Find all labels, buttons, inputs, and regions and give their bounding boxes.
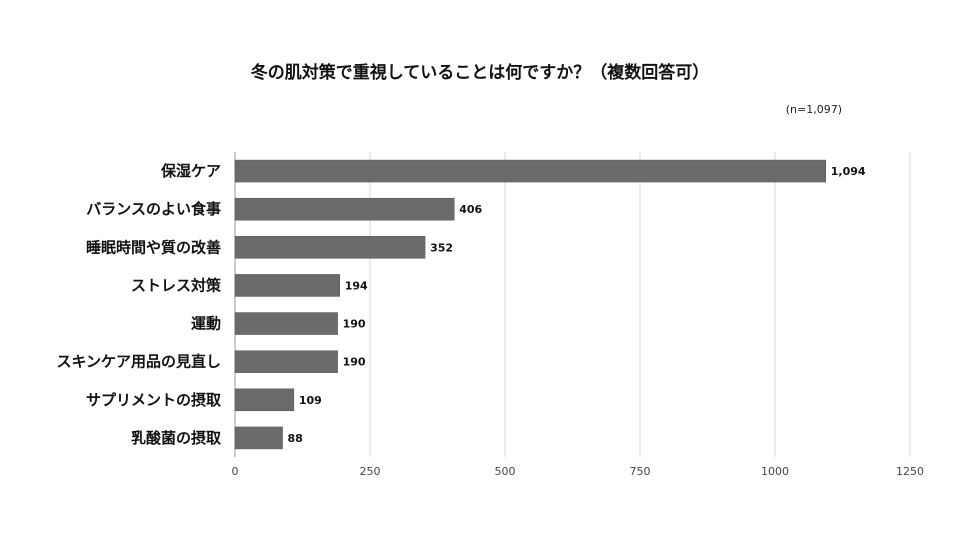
bar (234, 197, 455, 221)
data-label: 1,094 (831, 165, 866, 178)
x-tick-label: 0 (232, 465, 239, 478)
bar (234, 274, 341, 297)
data-label: 190 (343, 318, 366, 331)
x-tick-label: 250 (360, 465, 381, 478)
bar (234, 388, 295, 412)
x-tick-label: 750 (630, 465, 651, 478)
bar (234, 312, 338, 335)
data-label: 88 (288, 432, 303, 445)
data-label: 194 (345, 279, 368, 292)
bar (234, 159, 827, 183)
category-label: 保湿ケア (160, 162, 221, 180)
data-label: 109 (299, 394, 322, 407)
bar (234, 426, 283, 450)
category-label: 睡眠時間や質の改善 (86, 238, 221, 256)
data-label: 406 (459, 203, 482, 216)
chart-title: 冬の肌対策で重視していることは何ですか？（複数回答可） (250, 63, 710, 83)
category-label: スキンケア用品の見直し (56, 353, 221, 371)
category-label: バランスのよい食事 (86, 200, 221, 218)
x-tick-label: 1000 (761, 465, 789, 478)
x-tick-label: 500 (495, 465, 516, 478)
bar (234, 236, 426, 259)
category-label: 運動 (191, 315, 221, 333)
data-label: 352 (430, 241, 453, 254)
category-label: 乳酸菌の摂取 (131, 429, 222, 447)
category-label: サプリメントの摂取 (86, 391, 222, 409)
data-label: 190 (343, 356, 366, 369)
bar (234, 350, 338, 373)
x-tick-label: 1250 (896, 465, 924, 478)
category-label: ストレス対策 (131, 276, 222, 294)
sample-size-note: (n=1,097) (785, 103, 842, 116)
